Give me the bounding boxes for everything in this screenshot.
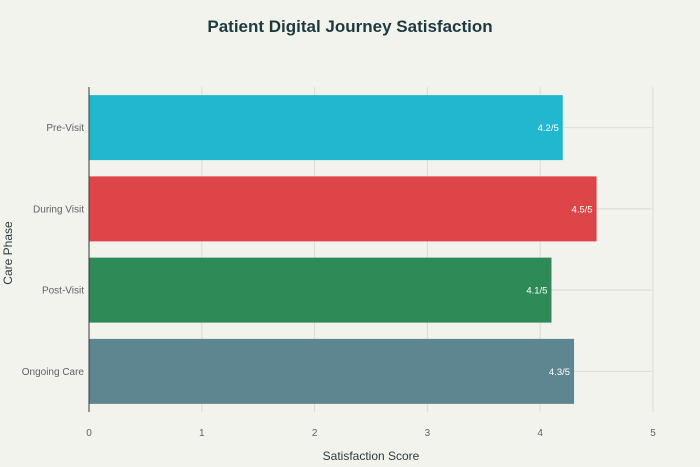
y-tick-label: Post-Visit — [42, 286, 84, 297]
chart-title: Patient Digital Journey Satisfaction — [207, 17, 493, 36]
bar — [89, 176, 597, 242]
y-tick-label: Pre-Visit — [46, 123, 84, 134]
data-label: 4.3/5 — [549, 367, 570, 378]
x-tick-label: 1 — [199, 428, 205, 439]
y-tick-label: Ongoing Care — [22, 367, 85, 378]
x-axis-title: Satisfaction Score — [323, 449, 420, 463]
bars: 4.2/5 4.5/5 4.1/5 4.3/5 — [89, 95, 597, 404]
x-tick-label: 0 — [86, 428, 92, 439]
axes: 0 1 2 3 4 5 Pre-Visit During Visit Post-Visit Ong… — [22, 87, 656, 439]
data-label: 4.2/5 — [538, 123, 559, 134]
data-label: 4.5/5 — [571, 204, 592, 215]
x-tick-label: 3 — [425, 428, 431, 439]
bar — [89, 257, 552, 323]
y-tick-label: During Visit — [33, 204, 84, 215]
data-label: 4.1/5 — [526, 286, 547, 297]
bar — [89, 338, 575, 404]
y-axis-title: Care Phase — [1, 221, 15, 285]
x-tick-label: 2 — [312, 428, 318, 439]
x-tick-label: 5 — [650, 428, 656, 439]
x-tick-label: 4 — [537, 428, 543, 439]
bar — [89, 95, 563, 161]
